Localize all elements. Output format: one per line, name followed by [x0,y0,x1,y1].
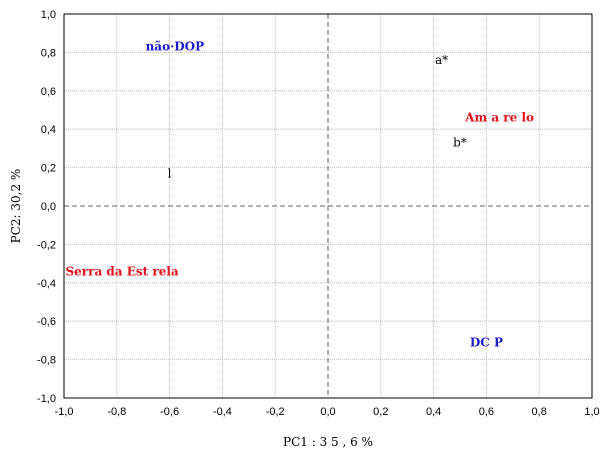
point-label: l [168,166,172,180]
zero-lines [64,14,592,398]
y-tick-label: -0,4 [37,278,56,290]
plot-frame [63,13,593,399]
x-tick-label: 0,2 [373,406,388,418]
y-tick-label: 0,0 [41,201,56,213]
x-tick-label: 0,8 [532,406,547,418]
y-tick-label: 0,2 [41,163,56,175]
y-tick-label: -0,6 [37,316,56,328]
x-tick-label: -0,8 [107,406,126,418]
y-tick-label: 0,4 [41,124,56,136]
y-tick-label: -1,0 [37,393,56,405]
tick-labels: -1,0 -0,8 -0,6 -0,4 -0,2 0,0 0,2 0,4 0,6 0,8 1,0 -1… [37,9,600,418]
y-axis-title: PC2: 30,2 % [9,169,23,244]
x-tick-label: -1,0 [55,406,74,418]
x-tick-label: 0,6 [479,406,494,418]
x-tick-label: 0,0 [320,406,335,418]
point-labels: a* b* l não·DOP DC P Am a re lo Serra da Est r… [66,40,535,350]
x-tick-label: -0,6 [160,406,179,418]
y-tick-label: 0,6 [41,86,56,98]
point-label: b* [453,136,467,150]
x-tick-label: -0,4 [213,406,232,418]
point-label: Serra da Est rela [66,264,179,278]
x-tick-label: 1,0 [584,406,599,418]
x-axis-title: PC1 : 3 5 , 6 % [283,435,373,449]
y-tick-label: 0,8 [41,47,56,59]
y-tick-label: -0,2 [37,239,56,251]
point-label: não·DOP [146,40,205,54]
x-tick-label: -0,2 [266,406,285,418]
y-tick-label: -0,8 [37,355,56,367]
y-tick-label: 1,0 [41,9,56,21]
point-label: Am a re lo [464,111,534,125]
x-tick-label: 0,4 [426,406,441,418]
point-label: a* [435,53,448,67]
point-label: DC P [470,335,503,349]
